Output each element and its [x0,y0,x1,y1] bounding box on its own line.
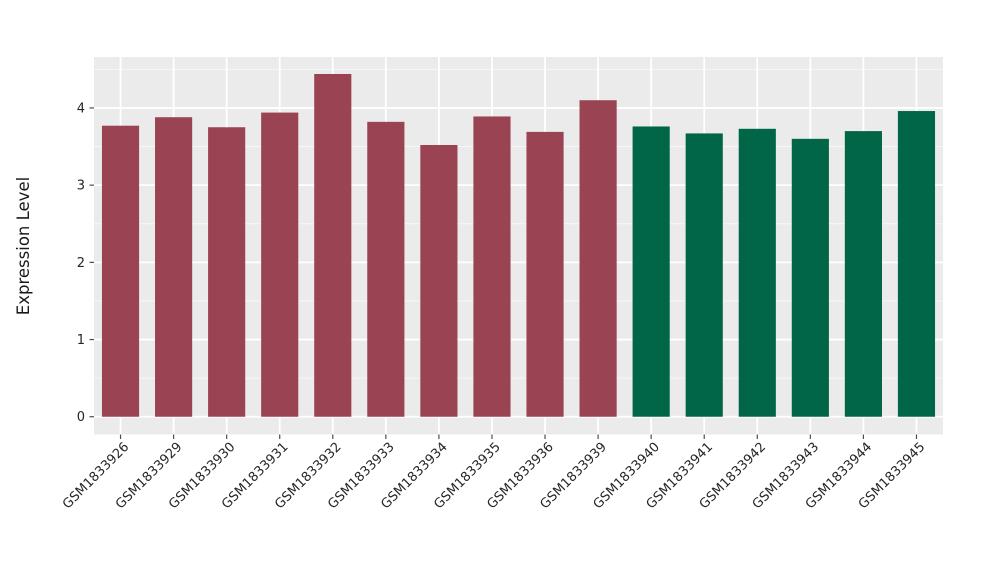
bar [473,116,511,417]
bar [791,138,829,417]
bar [844,131,882,417]
bar [314,73,352,417]
bar [420,145,458,417]
bar [155,117,193,417]
bar [526,131,564,417]
bar [261,112,299,417]
bar [897,111,936,417]
y-tick-label: 4 [77,101,85,116]
bar [367,121,405,417]
bar [632,126,670,417]
bar [101,125,140,417]
bar [738,128,776,417]
y-tick-label: 2 [77,256,85,271]
bar [208,127,246,417]
y-axis-title: Expression Level [14,177,33,315]
bar [685,133,723,417]
y-tick-label: 1 [77,333,85,348]
bar [579,100,617,417]
y-tick-label: 0 [77,410,85,425]
y-tick-label: 3 [77,179,85,194]
